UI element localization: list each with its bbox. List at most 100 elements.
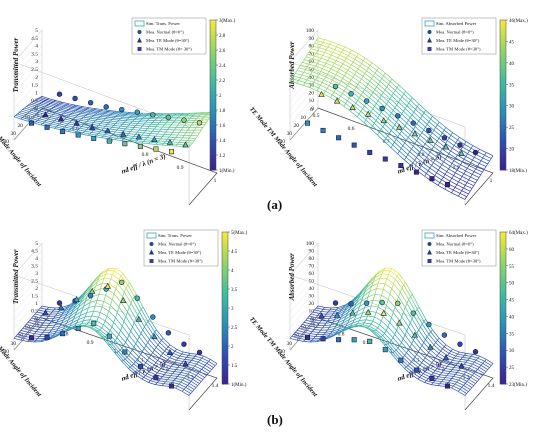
surface-mesh-line: [406, 137, 409, 141]
surface-mesh-line: [412, 143, 416, 147]
colorbar-frame: [499, 231, 507, 385]
surface-mesh-line: [110, 119, 113, 122]
surface-mesh-line: [483, 371, 487, 374]
surface-mesh-line: [169, 355, 172, 358]
surface-mesh-line: [414, 126, 423, 133]
normal-marker: [348, 301, 354, 307]
surface-mesh-line: [361, 288, 364, 293]
surface-mesh-line: [451, 376, 454, 379]
surface-mesh-line: [403, 307, 406, 312]
surface-mesh-line: [143, 377, 151, 381]
surface-mesh-line: [330, 52, 334, 56]
surface-mesh-line: [167, 377, 170, 380]
surface-mesh-line: [416, 120, 419, 125]
surface-mesh-line: [405, 365, 409, 368]
surface-mesh-line: [409, 318, 413, 323]
surface-mesh-line: [460, 377, 468, 382]
surface-mesh-line: [67, 131, 75, 134]
surface-mesh-line: [474, 157, 482, 162]
surface-mesh-line: [175, 376, 178, 379]
surface-mesh-line: [148, 355, 152, 359]
surface-mesh-line: [83, 122, 86, 126]
surface-mesh-line: [431, 360, 434, 363]
surface-mesh-line: [163, 131, 167, 135]
surface-mesh-line: [414, 140, 417, 144]
colorbar-segment: [500, 95, 506, 100]
tm-marker: [137, 363, 143, 369]
surface-mesh-line: [404, 352, 407, 356]
surface-mesh-line: [407, 154, 415, 161]
surface-mesh-line: [47, 323, 51, 326]
surface-mesh-line: [141, 142, 149, 145]
surface-mesh-line: [143, 132, 151, 134]
colorbar-segment: [500, 125, 506, 130]
surface-mesh-line: [315, 327, 323, 329]
surface-mesh-line: [388, 270, 391, 275]
colorbar-segment: [210, 35, 216, 40]
surface-mesh-line: [340, 330, 343, 333]
surface-mesh-line: [117, 283, 125, 293]
surface-mesh-line: [311, 329, 315, 332]
z-gridline: [289, 92, 319, 125]
surface-mesh-line: [181, 351, 184, 355]
surface-mesh-line: [194, 112, 197, 115]
z-gridline: [289, 100, 319, 133]
surface-mesh-line: [414, 123, 418, 127]
surface-mesh-line: [357, 81, 360, 85]
surface-mesh-line: [102, 267, 110, 273]
surface-mesh-line: [298, 64, 301, 69]
surface-mesh-line: [158, 129, 162, 132]
surface-mesh-line: [20, 337, 23, 341]
z-tick-label: 80: [309, 44, 315, 50]
surface-mesh-line: [440, 151, 448, 157]
surface-mesh-line: [95, 282, 103, 287]
surface-mesh-line: [399, 96, 403, 100]
surface-mesh-line: [161, 340, 169, 348]
surface-mesh-line: [291, 335, 299, 339]
surface-mesh-line: [105, 116, 108, 119]
surface-mesh-line: [49, 329, 52, 333]
surface-mesh-line: [387, 343, 395, 352]
surface-mesh-line: [126, 355, 129, 358]
surface-mesh-line: [145, 360, 148, 363]
surface-mesh-line: [428, 366, 436, 371]
panel-b-left-chart: 00.511.522.533.544.550.70.80.911.11.21.3…: [0, 229, 248, 411]
surface-mesh-line: [453, 160, 461, 165]
surface-mesh-line: [399, 345, 407, 354]
surface-mesh-line: [80, 296, 88, 304]
floor-axis: [317, 317, 494, 411]
surface-mesh-line: [172, 380, 175, 383]
surface-mesh-line: [29, 103, 37, 107]
surface-mesh-line: [338, 98, 346, 104]
surface-mesh-line: [54, 120, 62, 123]
z-gridline: [289, 45, 319, 78]
surface-mesh-line: [128, 334, 136, 345]
surface-mesh-line: [319, 313, 327, 315]
surface-mesh-line: [90, 116, 93, 119]
surface-mesh-line: [135, 359, 138, 363]
surface-mesh-line: [404, 334, 412, 345]
x-tick-label: 0.7: [37, 323, 44, 329]
surface-mesh-line: [441, 381, 449, 383]
surface-mesh-line: [321, 334, 325, 337]
surface-mesh-line: [138, 354, 141, 358]
surface-mesh-line: [111, 293, 115, 300]
surface-mesh-line: [114, 352, 117, 354]
surface-mesh-line: [322, 52, 325, 56]
surface-mesh-line: [384, 330, 387, 334]
surface-mesh-line: [59, 322, 62, 327]
surface-mesh-line: [70, 305, 73, 309]
surface-mesh-line: [433, 129, 441, 136]
surface-mesh-line: [460, 359, 468, 361]
surface-mesh-line: [437, 124, 445, 131]
surface-mesh-line: [346, 58, 354, 63]
surface-mesh-line: [99, 329, 107, 336]
surface-mesh-line: [147, 126, 150, 129]
surface-mesh-line: [421, 373, 424, 376]
surface-mesh-line: [62, 304, 70, 308]
surface-mesh-line: [178, 381, 182, 385]
surface-mesh-line: [159, 120, 162, 123]
surface-mesh-line: [324, 314, 327, 317]
surface-mesh-line: [441, 148, 450, 154]
